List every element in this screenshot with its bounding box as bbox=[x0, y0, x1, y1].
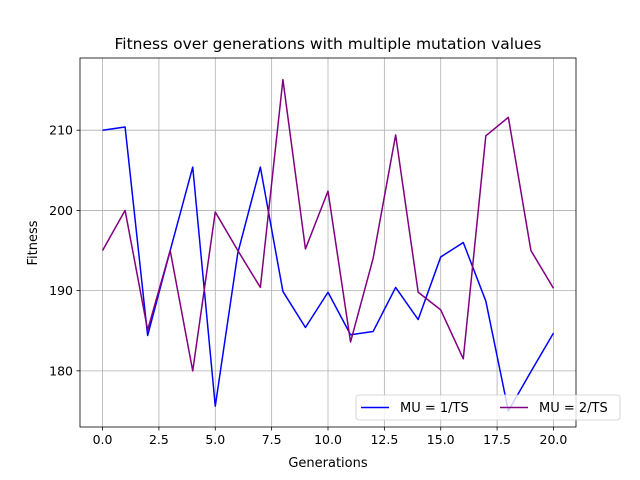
x-tick-label: 2.5 bbox=[149, 432, 169, 447]
x-tick-label: 17.5 bbox=[483, 432, 511, 447]
x-tick-label: 15.0 bbox=[427, 432, 455, 447]
grid bbox=[80, 58, 576, 427]
x-tick-label: 10.0 bbox=[314, 432, 342, 447]
y-tick-label: 200 bbox=[49, 203, 73, 218]
legend-label-series-2: MU = 2/TS bbox=[539, 401, 608, 416]
y-axis-label: Fitness bbox=[26, 220, 41, 265]
y-tick-label: 210 bbox=[49, 123, 73, 138]
x-axis-label: Generations bbox=[288, 456, 368, 471]
legend-label-series-1: MU = 1/TS bbox=[400, 401, 469, 416]
chart-title: Fitness over generations with multiple m… bbox=[115, 35, 542, 53]
y-tick-label: 180 bbox=[49, 363, 73, 378]
x-tick-label: 7.5 bbox=[262, 432, 282, 447]
series-line-1 bbox=[102, 126, 555, 412]
legend: MU = 1/TS MU = 2/TS bbox=[355, 394, 621, 421]
series-line-2 bbox=[101, 78, 555, 372]
x-tick-label: 20.0 bbox=[540, 432, 568, 447]
y-tick-label: 190 bbox=[49, 283, 73, 298]
x-tick-label: 12.5 bbox=[370, 432, 398, 447]
x-tick-label: 5.0 bbox=[205, 432, 225, 447]
axes-ticks: 0.0 2.5 5.0 7.5 10.0 12.5 15.0 17.5 20.0 180 190 20… bbox=[49, 123, 567, 447]
x-tick-label: 0.0 bbox=[93, 432, 113, 447]
series-layer bbox=[101, 78, 555, 412]
legend-frame bbox=[355, 394, 621, 421]
